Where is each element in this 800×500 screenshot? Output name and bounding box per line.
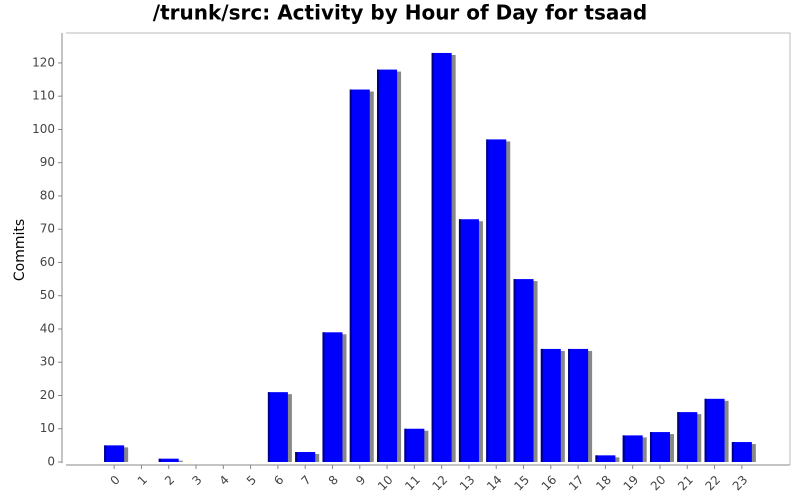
x-tick-label: 1 — [135, 473, 150, 488]
bar-edge — [622, 435, 625, 462]
bar-edge — [540, 348, 543, 462]
bar — [458, 219, 479, 462]
bar-edge — [649, 432, 652, 462]
y-tick-label: 70 — [40, 222, 55, 236]
x-tick-label: 9 — [353, 473, 368, 488]
bar — [568, 348, 589, 462]
x-tick-label: 17 — [566, 473, 587, 494]
x-tick-label: 10 — [375, 473, 396, 494]
y-tick-label: 80 — [40, 188, 55, 202]
bar-edge — [486, 139, 489, 462]
bar — [622, 435, 643, 462]
x-tick-label: 18 — [593, 473, 614, 494]
bar — [731, 442, 752, 462]
bar-edge — [595, 455, 598, 462]
bar-edge — [458, 219, 461, 462]
x-tick-label: 16 — [539, 473, 560, 494]
x-tick-label: 14 — [484, 473, 505, 494]
bar — [295, 452, 316, 462]
bar — [513, 279, 534, 462]
bar-edge — [104, 445, 107, 462]
bar-edge — [295, 452, 298, 462]
bar-edge — [568, 348, 571, 462]
y-tick-label: 40 — [40, 321, 55, 335]
y-tick-label: 10 — [40, 421, 55, 435]
x-tick-label: 22 — [702, 473, 723, 494]
bar — [267, 392, 288, 462]
bar — [704, 398, 725, 462]
bar — [486, 139, 507, 462]
x-tick-label: 0 — [107, 473, 122, 488]
bar — [540, 348, 561, 462]
x-tick-label: 12 — [430, 473, 451, 494]
y-tick-label: 120 — [32, 55, 55, 69]
bar — [158, 458, 179, 462]
bar-edge — [731, 442, 734, 462]
bar — [649, 432, 670, 462]
y-tick-label: 90 — [40, 155, 55, 169]
chart-title: /trunk/src: Activity by Hour of Day for … — [153, 1, 647, 25]
y-tick-label: 50 — [40, 288, 55, 302]
bar-edge — [267, 392, 270, 462]
bar — [322, 332, 343, 462]
x-tick-label: 15 — [511, 473, 532, 494]
bar-edge — [704, 398, 707, 462]
y-tick-label: 20 — [40, 388, 55, 402]
x-tick-label: 7 — [298, 473, 313, 488]
x-tick-label: 20 — [648, 473, 669, 494]
bar-edge — [322, 332, 325, 462]
bar-edge — [158, 458, 161, 462]
x-tick-label: 4 — [217, 473, 232, 488]
bar-edge — [404, 428, 407, 462]
x-tick-label: 3 — [189, 473, 204, 488]
bar-edge — [677, 412, 680, 462]
bar-edge — [431, 52, 434, 462]
x-tick-label: 23 — [730, 473, 751, 494]
bar-edge — [513, 279, 516, 462]
bar — [677, 412, 698, 462]
x-tick-label: 11 — [402, 473, 423, 494]
x-tick-label: 21 — [675, 473, 696, 494]
x-tick-label: 8 — [326, 473, 341, 488]
bar — [349, 89, 370, 462]
x-tick-label: 5 — [244, 473, 259, 488]
x-tick-label: 2 — [162, 473, 177, 488]
y-axis-label: Commits — [12, 219, 28, 281]
y-tick-label: 30 — [40, 355, 55, 369]
y-tick-label: 110 — [32, 89, 55, 103]
x-tick-label: 6 — [271, 473, 286, 488]
bar-edge — [349, 89, 352, 462]
bar — [104, 445, 125, 462]
bar — [404, 428, 425, 462]
bar — [431, 52, 452, 462]
bar — [595, 455, 616, 462]
bar — [377, 69, 398, 463]
x-tick-label: 13 — [457, 473, 478, 494]
y-tick-label: 60 — [40, 255, 55, 269]
x-tick-label: 19 — [621, 473, 642, 494]
y-tick-label: 0 — [47, 455, 55, 469]
y-tick-label: 100 — [32, 122, 55, 136]
bar-edge — [377, 69, 380, 463]
